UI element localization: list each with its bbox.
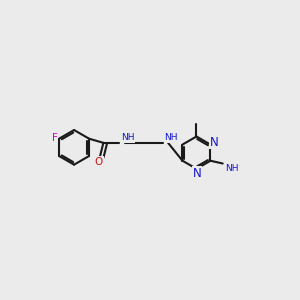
Text: NH: NH [121, 133, 135, 142]
Text: N: N [193, 167, 202, 180]
Text: N: N [210, 136, 219, 149]
Text: NH: NH [164, 133, 178, 142]
Text: NH: NH [225, 164, 238, 173]
Text: F: F [52, 133, 58, 143]
Text: O: O [95, 157, 103, 167]
